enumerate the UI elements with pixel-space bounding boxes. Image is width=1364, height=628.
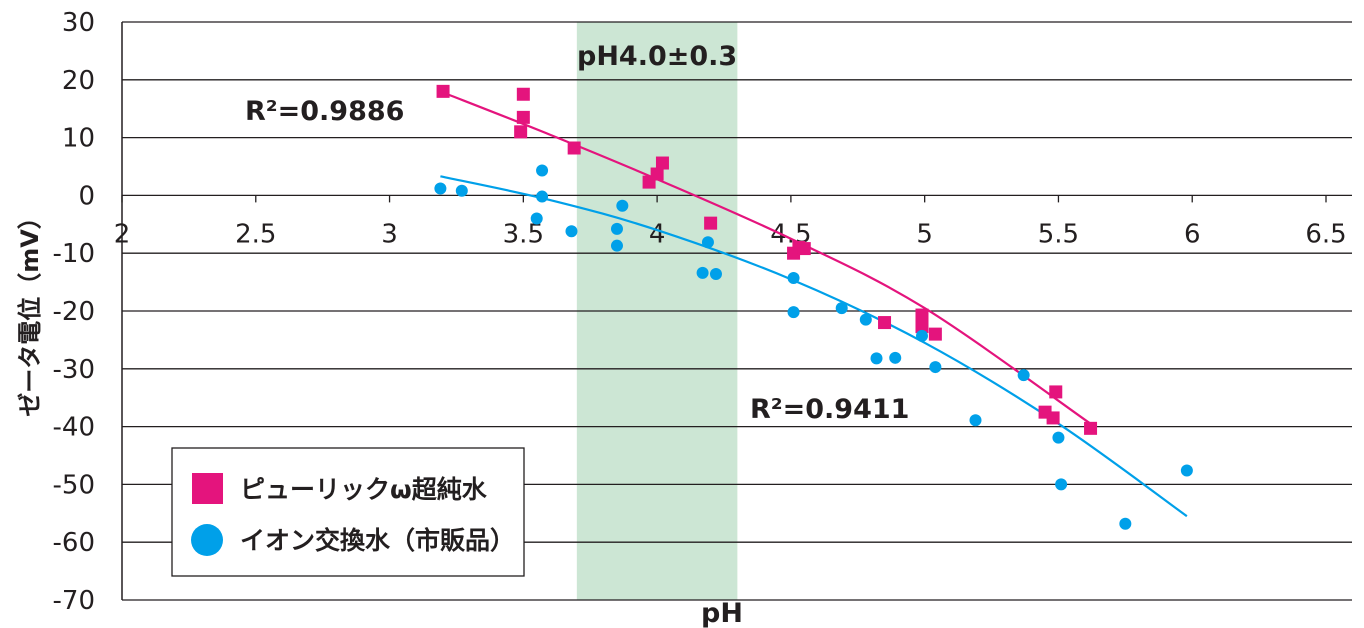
y-tick-label: -40 <box>53 413 95 443</box>
data-point-square <box>704 216 718 230</box>
data-point-circle <box>696 266 709 279</box>
data-point-square <box>878 316 892 330</box>
data-point-circle <box>929 361 942 374</box>
data-point-circle <box>889 351 902 364</box>
data-point-circle <box>434 182 447 195</box>
data-point-circle <box>536 190 549 203</box>
y-tick-label: -60 <box>53 528 95 558</box>
trendline-layer <box>440 91 1188 518</box>
band-label: pH4.0±0.3 <box>577 41 737 72</box>
data-point-circle <box>455 184 468 197</box>
data-point-square <box>1084 421 1098 435</box>
data-point-circle <box>616 199 629 212</box>
data-point-square <box>567 141 581 155</box>
data-point-square <box>436 84 450 98</box>
data-point-circle <box>1017 369 1030 382</box>
trendline-ultrapure <box>442 91 1092 425</box>
legend-label-ion-exchange: イオン交換水（市販品） <box>240 526 515 555</box>
data-point-circle <box>1180 464 1193 477</box>
data-point-square <box>1046 411 1060 425</box>
y-tick-label: -10 <box>53 239 95 269</box>
data-point-circle <box>835 302 848 315</box>
x-tick-label: 6.5 <box>1305 219 1346 249</box>
data-point-square <box>514 125 528 139</box>
data-point-circle <box>787 272 800 285</box>
legend-label-ultrapure: ピューリックω超純水 <box>240 475 488 504</box>
data-point-square <box>797 242 811 256</box>
data-point-layer <box>434 84 1193 530</box>
y-tick-label: 20 <box>62 66 95 96</box>
y-tick-label: -70 <box>53 586 95 616</box>
data-point-square <box>655 156 669 170</box>
data-point-circle <box>870 352 883 365</box>
x-tick-label: 3 <box>381 219 398 249</box>
data-point-circle <box>701 236 714 249</box>
data-point-square <box>915 308 929 322</box>
data-point-circle <box>610 222 623 235</box>
x-tick-label: 4 <box>649 219 666 249</box>
data-point-circle <box>1119 517 1132 530</box>
x-tick-label: 2.5 <box>235 219 276 249</box>
annotation-layer: pH4.0±0.3 R²=0.9886 R²=0.9411 pH ゼータ電位（mV） <box>16 41 909 628</box>
legend-square-marker <box>192 473 223 504</box>
data-point-square <box>516 87 530 101</box>
y-tick-label: 0 <box>78 181 95 211</box>
data-point-circle <box>536 164 549 177</box>
y-tick-label: -50 <box>53 470 95 500</box>
data-point-square <box>650 167 664 181</box>
data-point-circle <box>915 329 928 342</box>
data-point-circle <box>787 306 800 319</box>
y-tick-label: 10 <box>62 124 95 154</box>
data-point-circle <box>565 225 578 238</box>
data-point-circle <box>969 414 982 427</box>
y-tick-label: -20 <box>53 297 95 327</box>
data-point-circle <box>1052 431 1065 444</box>
data-point-circle <box>709 268 722 281</box>
r2-label-ultrapure: R²=0.9886 <box>245 96 404 127</box>
y-axis-title: ゼータ電位（mV） <box>16 205 44 417</box>
data-point-square <box>915 320 929 334</box>
data-point-circle <box>1055 478 1068 491</box>
r2-label-ion-exchange: R²=0.9411 <box>750 394 909 425</box>
data-point-circle <box>610 239 623 252</box>
data-point-square <box>516 110 530 124</box>
x-tick-label: 5 <box>916 219 933 249</box>
y-tick-label: 30 <box>62 8 95 38</box>
data-point-circle <box>859 313 872 326</box>
x-axis-title: pH <box>701 598 743 628</box>
data-point-square <box>1049 385 1063 399</box>
data-point-square <box>928 327 942 341</box>
legend-box <box>171 447 525 577</box>
x-tick-label: 2 <box>114 219 131 249</box>
y-tick-label: -30 <box>53 355 95 385</box>
x-tick-label: 5.5 <box>1038 219 1079 249</box>
legend-circle-marker <box>191 524 223 556</box>
x-tick-label: 6 <box>1184 219 1201 249</box>
data-point-circle <box>530 212 543 225</box>
